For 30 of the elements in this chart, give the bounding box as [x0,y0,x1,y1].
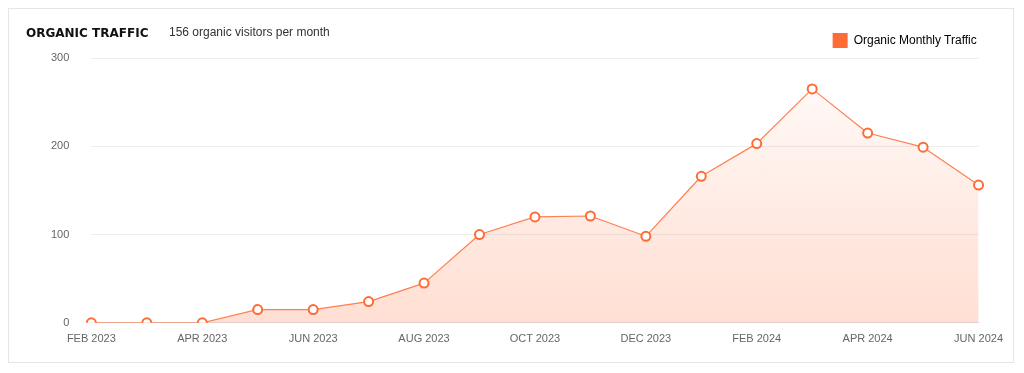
x-tick-label: JUN 2024 [954,332,1003,345]
point [862,127,874,139]
x-tick-label: FEB 2024 [732,332,782,345]
chart-title: ORGANIC TRAFFIC [26,26,149,40]
y-tick-label: 0 [63,315,70,328]
point [584,210,596,222]
point [418,277,430,289]
y-tick-label: 300 [50,51,70,64]
y-tick-label: 200 [50,139,70,152]
point [973,179,985,191]
legend-label: Organic Monthly Traffic [853,32,977,47]
point [363,296,375,308]
x-tick-label: JUN 2023 [288,332,338,345]
x-tick-label: APR 2023 [177,332,228,345]
point [529,211,541,223]
point [252,304,264,316]
chart-subtitle: 156 organic visitors per month [169,25,330,39]
x-tick-label: AUG 2023 [398,332,450,345]
point [751,138,763,150]
y-tick-label: 100 [50,227,70,240]
x-tick-label: OCT 2023 [509,332,561,345]
x-tick-label: DEC 2023 [620,332,672,345]
point [917,141,929,153]
point [806,83,818,95]
point [640,230,652,242]
x-tick-label: FEB 2023 [66,332,116,345]
point [307,304,319,316]
point [474,229,485,241]
x-tick-label: APR 2024 [842,332,893,345]
point [695,170,707,182]
